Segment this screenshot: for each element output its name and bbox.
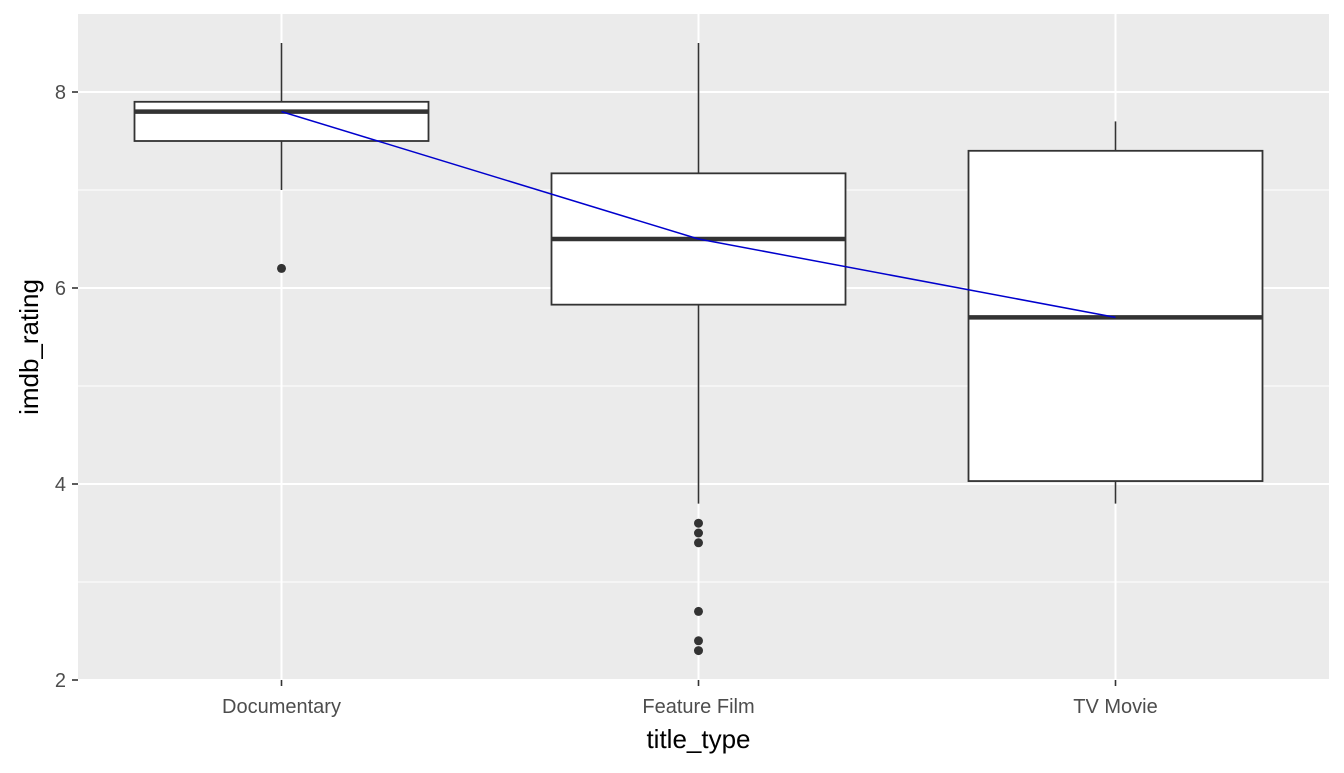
y-axis-title: imdb_rating [14, 279, 44, 415]
x-axis-title: title_type [646, 724, 750, 754]
y-tick-label: 4 [55, 474, 66, 496]
x-tick-label: Feature Film [642, 696, 754, 718]
outlier-point [694, 646, 703, 656]
x-tick-label: TV Movie [1073, 696, 1157, 718]
boxes [133, 43, 1264, 656]
outlier-point [694, 636, 703, 646]
median-line-series [281, 110, 1116, 319]
outlier-point [277, 263, 286, 273]
x-tick-label: Documentary [222, 696, 341, 718]
outlier-point [694, 528, 703, 538]
y-tick-label: 2 [55, 670, 66, 692]
outlier-point [694, 606, 703, 616]
y-tick-label: 8 [55, 82, 66, 104]
x-axis: Documentary Feature Film TV Movie [222, 680, 1158, 718]
box-documentary [133, 43, 430, 273]
y-axis: 2 4 6 8 [55, 82, 78, 692]
y-tick-label: 6 [55, 278, 66, 300]
outlier-point [694, 518, 703, 528]
outlier-point [694, 538, 703, 548]
box-tv-movie [967, 121, 1264, 504]
box-body [133, 100, 430, 142]
median-connector [281, 110, 1116, 319]
